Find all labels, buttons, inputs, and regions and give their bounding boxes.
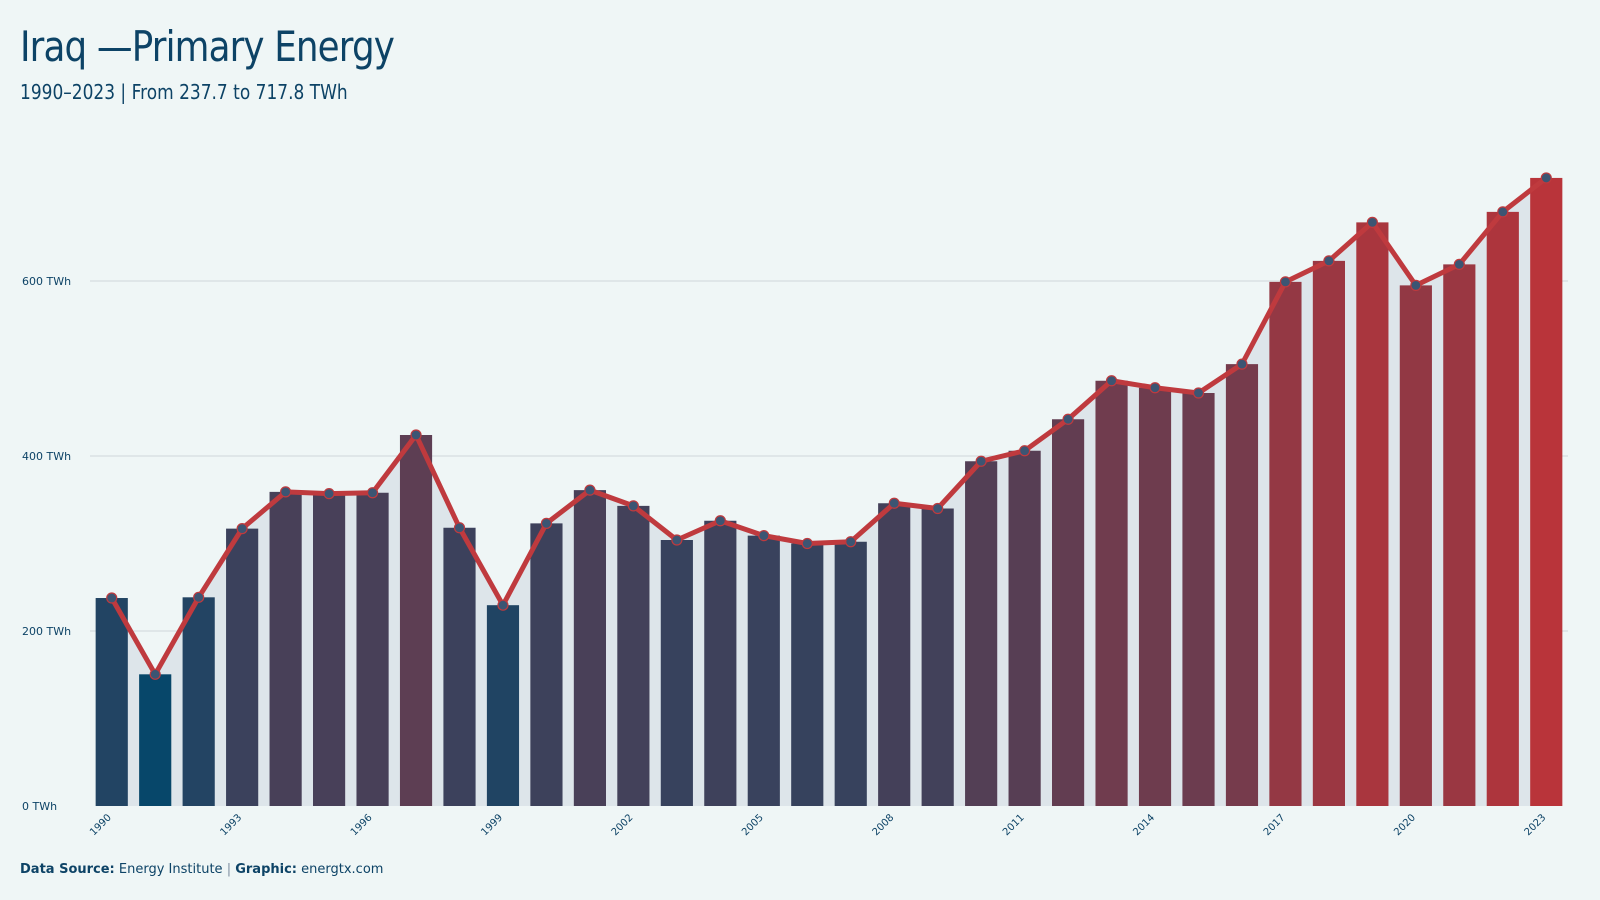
footer-separator: | (226, 862, 232, 877)
point-2001 (584, 484, 596, 496)
bar-1998 (443, 527, 476, 806)
point-2014 (1149, 382, 1161, 394)
bar-2009 (921, 508, 954, 806)
point-2021 (1453, 258, 1465, 270)
point-2005 (758, 530, 770, 542)
point-2003 (671, 534, 683, 546)
bar-2019 (1356, 222, 1389, 806)
y-tick-label: 200 TWh (22, 625, 71, 638)
source-label: Data Source: (20, 862, 115, 877)
point-2016 (1236, 358, 1248, 370)
source-value: Energy Institute (118, 862, 223, 877)
x-tick-label: 1990 (88, 812, 114, 838)
bar-2004 (704, 520, 737, 806)
point-1995 (323, 488, 335, 500)
bar-2005 (747, 535, 780, 806)
point-2018 (1323, 255, 1335, 267)
point-2011 (1019, 445, 1031, 457)
bar-1993 (226, 528, 259, 806)
chart-footer: Data Source: Energy Institute | Graphic:… (20, 862, 383, 877)
bar-2011 (1008, 450, 1041, 806)
point-2019 (1366, 216, 1378, 228)
point-2004 (714, 515, 726, 527)
point-1990 (106, 592, 118, 604)
point-1998 (453, 522, 466, 534)
point-2012 (1062, 413, 1074, 425)
x-tick-label: 1996 (349, 812, 375, 838)
x-tick-label: 2005 (740, 812, 766, 838)
bar-2001 (573, 490, 606, 806)
point-1993 (236, 523, 248, 535)
bar-1994 (269, 491, 302, 806)
chart-subtitle: 1990–2023 | From 237.7 to 717.8 TWh (20, 80, 348, 104)
y-tick-label: 600 TWh (22, 275, 71, 288)
point-1996 (366, 487, 379, 499)
point-2020 (1410, 279, 1422, 291)
x-tick-label: 2002 (610, 812, 636, 838)
bar-2015 (1182, 393, 1215, 806)
point-1991 (149, 668, 161, 680)
point-2017 (1279, 276, 1292, 288)
bar-2006 (791, 543, 824, 806)
point-1999 (497, 599, 509, 611)
y-tick-label: 400 TWh (22, 450, 71, 463)
bar-2016 (1225, 364, 1259, 806)
graphic-value: energtx.com (301, 862, 384, 877)
bar-2000 (530, 523, 563, 806)
bar-2022 (1486, 211, 1519, 806)
x-tick-label: 2023 (1523, 812, 1549, 838)
point-2015 (1192, 387, 1205, 399)
bar-1991 (139, 674, 172, 806)
point-2006 (801, 537, 813, 550)
point-2022 (1497, 206, 1509, 218)
graphic-label: Graphic: (235, 862, 297, 877)
x-tick-label: 2014 (1131, 812, 1157, 838)
point-2007 (845, 536, 857, 548)
bar-2020 (1399, 285, 1432, 806)
point-2013 (1105, 375, 1118, 387)
bar-2021 (1443, 264, 1476, 806)
point-1994 (280, 486, 292, 498)
bar-1999 (486, 605, 520, 806)
point-2000 (540, 517, 553, 529)
bar-2013 (1095, 380, 1128, 806)
bar-1997 (399, 435, 433, 806)
y-tick-label: 0 TWh (22, 800, 57, 813)
chart-title: Iraq —Primary Energy (20, 22, 395, 71)
point-1997 (410, 429, 422, 441)
bar-1995 (313, 493, 346, 806)
bar-2010 (965, 461, 998, 806)
bar-2012 (1052, 419, 1085, 806)
point-2002 (627, 500, 639, 512)
bar-1990 (95, 598, 128, 806)
bar-2002 (617, 505, 650, 806)
bar-2003 (660, 540, 693, 806)
bar-2007 (834, 541, 867, 806)
x-tick-label: 2020 (1392, 812, 1418, 838)
x-tick-label: 2008 (871, 812, 897, 838)
point-2023 (1540, 172, 1552, 184)
point-2009 (932, 502, 944, 515)
point-2008 (888, 497, 900, 509)
bar-2018 (1312, 260, 1345, 806)
x-tick-label: 2017 (1262, 812, 1288, 838)
bar-2017 (1269, 281, 1302, 806)
x-tick-label: 1993 (218, 812, 244, 838)
bar-2008 (878, 503, 911, 806)
point-2010 (975, 455, 987, 467)
x-tick-label: 2011 (1001, 812, 1027, 838)
bar-1992 (182, 597, 215, 806)
bar-1996 (356, 492, 389, 806)
point-1992 (193, 591, 205, 603)
bar-2023 (1530, 177, 1563, 807)
x-tick-label: 1999 (479, 812, 505, 838)
series-line (109, 175, 1549, 677)
bar-2014 (1138, 387, 1172, 806)
